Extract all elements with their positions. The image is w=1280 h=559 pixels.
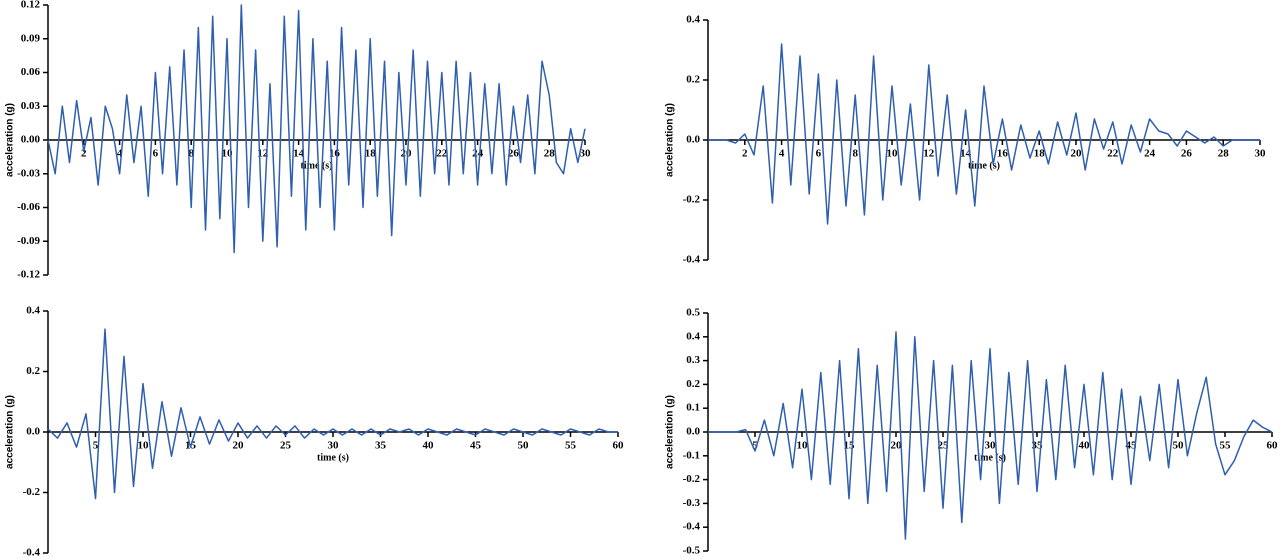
y-tick-label: 0.06 (21, 66, 41, 78)
y-tick-label: 0.09 (21, 32, 41, 44)
y-axis-label: acceleration (g) (665, 103, 676, 177)
x-tick-label: 24 (472, 148, 484, 160)
x-tick-label: 28 (1218, 148, 1230, 160)
y-tick-label: 0.4 (26, 305, 40, 317)
x-axis-label: time (s) (317, 452, 349, 463)
x-tick-label: 18 (1034, 148, 1046, 160)
x-tick-label: 25 (938, 440, 950, 452)
x-tick-label: 30 (580, 148, 592, 160)
x-tick-label: 30 (328, 440, 340, 452)
x-tick-label: 60 (613, 440, 625, 452)
y-tick-label: 0.00 (21, 134, 41, 146)
x-tick-label: 22 (1107, 148, 1119, 160)
x-tick-label: 55 (565, 440, 577, 452)
x-tick-label: 14 (293, 148, 305, 160)
x-tick-label: 12 (923, 148, 935, 160)
x-axis-label: time (s) (974, 452, 1006, 463)
x-tick-label: 2 (742, 148, 748, 160)
x-tick-label: 22 (436, 148, 448, 160)
y-tick-label: 0.1 (686, 402, 700, 414)
x-tick-label: 30 (985, 440, 997, 452)
y-tick-label: 0.5 (686, 307, 700, 319)
y-axis-label: acceleration (g) (5, 395, 16, 469)
y-tick-label: -0.4 (23, 547, 41, 559)
x-tick-label: 26 (1181, 148, 1193, 160)
y-tick-label: 0.2 (686, 378, 700, 390)
x-tick-label: 4 (779, 148, 785, 160)
x-tick-label: 10 (222, 148, 234, 160)
x-tick-label: 14 (960, 148, 972, 160)
x-tick-label: 24 (1144, 148, 1156, 160)
x-tick-label: 20 (891, 440, 903, 452)
y-tick-label: -0.4 (683, 254, 701, 266)
x-tick-label: 10 (797, 440, 809, 452)
x-axis-label: time (s) (968, 160, 1000, 171)
x-tick-label: 55 (1220, 440, 1232, 452)
y-tick-label: 0.03 (21, 100, 41, 112)
signal-line (708, 331, 1273, 540)
y-tick-label: 0.4 (686, 14, 700, 26)
x-tick-label: 8 (852, 148, 858, 160)
x-tick-label: 16 (329, 148, 341, 160)
y-tick-label: -0.1 (683, 449, 700, 461)
x-tick-label: 60 (1267, 440, 1279, 452)
x-tick-label: 20 (1071, 148, 1083, 160)
y-tick-label: 0.2 (686, 74, 700, 86)
y-tick-label: -0.06 (17, 201, 40, 213)
x-tick-label: 25 (280, 440, 292, 452)
x-tick-label: 12 (257, 148, 269, 160)
y-tick-label: -0.03 (17, 167, 40, 179)
y-tick-label: -0.4 (683, 521, 701, 533)
x-tick-label: 5 (752, 440, 758, 452)
x-tick-label: 15 (844, 440, 856, 452)
x-tick-label: 20 (233, 440, 245, 452)
x-tick-label: 20 (401, 148, 413, 160)
x-tick-label: 8 (188, 148, 194, 160)
signal-line (708, 43, 1260, 225)
x-tick-label: 35 (375, 440, 387, 452)
y-axis-label: acceleration (g) (665, 395, 676, 469)
y-axis-label: acceleration (g) (5, 103, 16, 177)
x-tick-label: 40 (423, 440, 435, 452)
x-tick-label: 2 (81, 148, 87, 160)
x-tick-label: 10 (138, 440, 150, 452)
x-tick-label: 28 (544, 148, 556, 160)
y-tick-label: -0.3 (683, 497, 701, 509)
y-tick-label: 0.4 (686, 330, 700, 342)
x-tick-label: 50 (518, 440, 530, 452)
x-tick-label: 5 (93, 440, 99, 452)
y-tick-label: -0.09 (17, 235, 40, 247)
signal-line (47, 4, 586, 254)
y-tick-label: -0.2 (23, 486, 41, 498)
x-tick-label: 6 (153, 148, 159, 160)
x-tick-label: 4 (117, 148, 123, 160)
x-tick-label: 30 (1255, 148, 1267, 160)
signal-line (47, 328, 618, 500)
y-tick-label: -0.12 (17, 269, 40, 281)
x-tick-label: 6 (816, 148, 822, 160)
y-tick-label: 0.12 (21, 0, 41, 11)
y-tick-label: -0.5 (683, 545, 701, 557)
y-tick-label: 0.0 (26, 426, 40, 438)
x-tick-label: 45 (470, 440, 482, 452)
y-tick-label: 0.0 (686, 134, 700, 146)
x-tick-label: 18 (365, 148, 377, 160)
x-tick-label: 26 (508, 148, 520, 160)
x-tick-label: 16 (997, 148, 1009, 160)
y-tick-label: 0.3 (686, 354, 700, 366)
y-tick-label: -0.2 (683, 473, 701, 485)
x-tick-label: 10 (887, 148, 899, 160)
x-tick-label: 45 (1126, 440, 1138, 452)
y-tick-label: 0.0 (686, 426, 700, 438)
x-axis-label: time (s) (301, 160, 333, 171)
y-tick-label: -0.2 (683, 194, 701, 206)
x-tick-label: 50 (1173, 440, 1185, 452)
x-tick-label: 35 (1032, 440, 1044, 452)
y-tick-label: 0.2 (26, 365, 40, 377)
x-tick-label: 40 (1079, 440, 1091, 452)
